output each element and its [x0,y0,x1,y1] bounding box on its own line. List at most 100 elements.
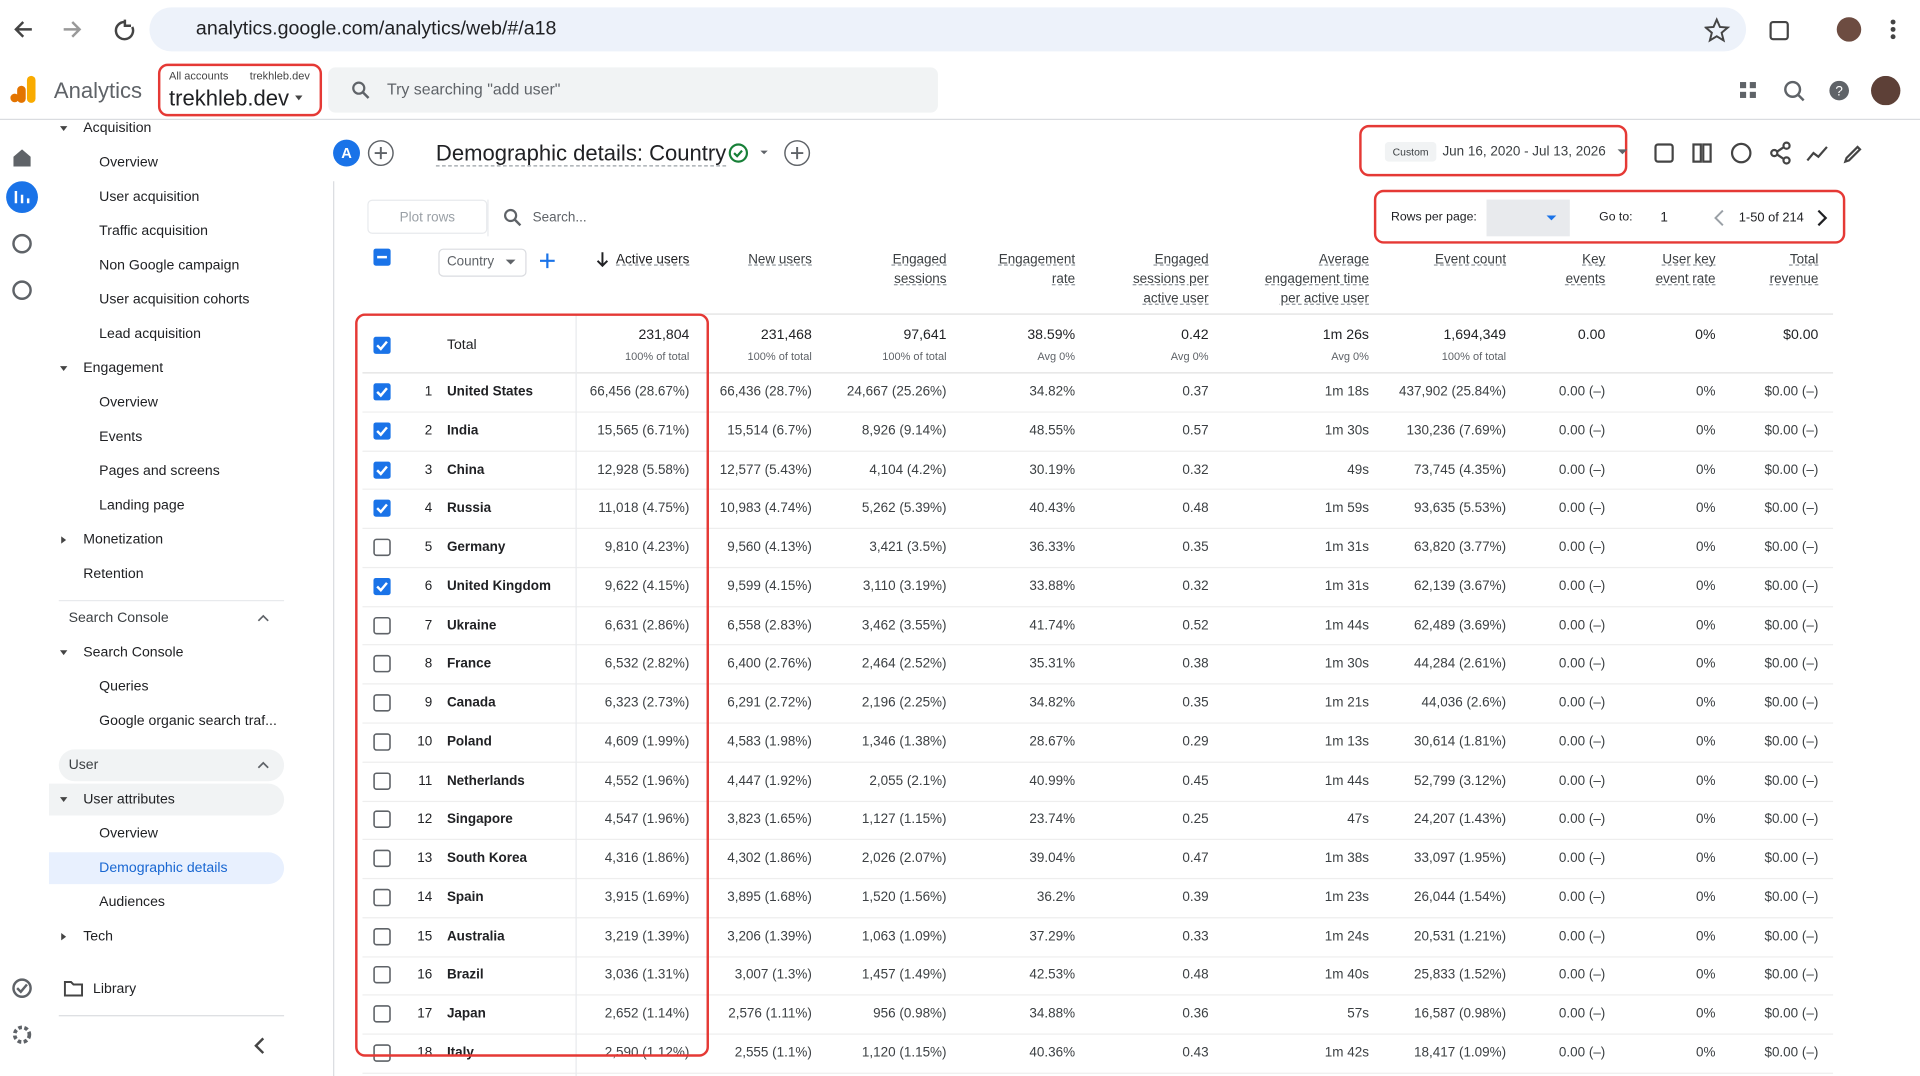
goto-input[interactable]: 1 [1660,210,1668,226]
country-name[interactable]: Poland [446,734,492,750]
title-icons[interactable] [725,140,813,167]
country-name[interactable]: Brazil [446,967,484,983]
expand-caret[interactable] [293,92,305,104]
row-checkbox[interactable] [372,926,392,946]
country-name[interactable]: Spain [446,890,484,905]
row-checkbox[interactable] [372,654,392,674]
row-checkbox[interactable] [372,693,392,713]
country-name[interactable]: India [446,423,479,439]
row-checkbox[interactable] [372,382,392,402]
nav-item[interactable]: Engagement [83,361,164,376]
column-header[interactable]: Engaged sessions per active user [1132,252,1209,307]
nav-item[interactable]: User attributes [83,792,175,807]
nav-item[interactable]: Tech [83,929,114,945]
country-name[interactable]: Netherlands [446,773,525,789]
nav-item[interactable]: Pages and screens [99,464,220,479]
nav-item[interactable]: Landing page [99,498,185,514]
nav-item[interactable]: User acquisition cohorts [99,292,250,308]
nav-item[interactable]: Demographic details [99,860,228,876]
column-header[interactable]: New users [748,252,812,267]
plot-rows-button[interactable] [367,199,488,234]
expand-caret[interactable] [58,534,70,546]
add-comparison[interactable] [366,140,395,167]
column-header[interactable]: Active users [616,252,690,267]
country-name[interactable]: Australia [446,928,505,944]
browser-icons[interactable] [1704,17,1912,44]
row-checkbox[interactable] [372,615,392,635]
row-checkbox[interactable] [372,460,392,480]
row-checkbox[interactable] [372,965,392,985]
property-name[interactable]: trekhleb.dev [168,85,290,111]
nav-item[interactable]: Audiences [99,895,165,910]
nav-item[interactable]: Events [99,429,143,445]
country-name[interactable]: United States [446,384,534,400]
rows-select[interactable] [1486,199,1570,237]
nav-item[interactable]: Lead acquisition [99,326,201,342]
plot-rows[interactable]: Plot rows [399,210,456,226]
country-name[interactable]: Canada [446,695,496,711]
expand-caret[interactable] [58,362,70,374]
nav-item[interactable]: User acquisition [99,189,200,205]
nav-group[interactable]: Search Console [68,611,169,626]
dimension-select[interactable] [438,248,527,277]
expand-caret[interactable] [257,612,269,624]
expand-caret[interactable] [58,647,70,659]
column-header[interactable]: Average engagement time per active user [1264,252,1369,307]
row-checkbox[interactable] [372,336,392,356]
country-name[interactable]: United Kingdom [446,578,551,594]
nav-item[interactable]: Monetization [83,532,164,548]
expand-caret[interactable] [58,122,70,134]
nav-item[interactable]: Search Console [83,645,184,661]
row-checkbox[interactable] [372,888,392,908]
collapse-button[interactable] [250,1036,270,1056]
country-name[interactable]: Russia [446,501,492,516]
date-range[interactable]: Jun 16, 2020 - Jul 13, 2026 [1442,144,1606,160]
column-header[interactable]: Key events [1565,252,1606,287]
row-checkbox[interactable] [372,810,392,830]
country-name[interactable]: China [446,462,485,477]
row-checkbox[interactable] [372,732,392,752]
nav-group[interactable]: User [68,757,99,773]
nav-item[interactable]: Overview [99,395,158,411]
url[interactable]: analytics.google.com/analytics/web/#/a18 [195,18,557,40]
table-search[interactable]: Search... [532,210,587,226]
dimension-name[interactable]: Country [446,254,495,270]
nav-item[interactable]: Non Google campaign [99,258,240,274]
nav-item[interactable]: Queries [99,679,149,695]
country-name[interactable]: Singapore [446,812,513,827]
country-name[interactable]: Germany [446,540,506,555]
select-all-checkbox[interactable] [372,247,392,267]
row-checkbox[interactable] [372,538,392,558]
country-name[interactable]: South Korea [446,851,528,866]
row-checkbox[interactable] [372,1004,392,1024]
column-header[interactable]: Engaged sessions [892,252,947,287]
row-checkbox[interactable] [372,499,392,519]
url-bar[interactable] [149,7,1747,52]
expand-caret[interactable] [58,931,70,943]
nav-item[interactable]: Overview [99,155,158,171]
expand-caret[interactable] [58,793,70,805]
header-icons[interactable]: ? [1736,75,1910,106]
nav-buttons[interactable] [12,17,147,41]
nav-item[interactable]: Acquisition [83,121,152,136]
column-header[interactable]: Total revenue [1769,252,1819,287]
column-header[interactable]: Engagement rate [998,252,1076,287]
report-icons[interactable] [1652,140,1872,167]
nav-item[interactable]: Google organic search traf... [99,713,277,729]
nav-item[interactable]: Retention [83,566,144,582]
row-checkbox[interactable] [372,576,392,596]
row-checkbox[interactable] [372,1043,392,1063]
nav-item[interactable]: Overview [99,826,158,842]
row-checkbox[interactable] [372,849,392,869]
expand-caret[interactable] [257,759,269,771]
left-rail[interactable] [0,120,49,1076]
column-header[interactable]: User key event rate [1655,252,1716,287]
add-dimension[interactable] [539,252,556,269]
country-name[interactable]: France [446,656,492,672]
pager-arrows[interactable] [1709,208,1831,228]
column-header[interactable]: Event count [1434,252,1507,267]
search-placeholder[interactable]: Try searching "add user" [386,79,561,98]
row-checkbox[interactable] [372,771,392,791]
row-checkbox[interactable] [372,421,392,441]
country-name[interactable]: Ukraine [446,617,497,633]
